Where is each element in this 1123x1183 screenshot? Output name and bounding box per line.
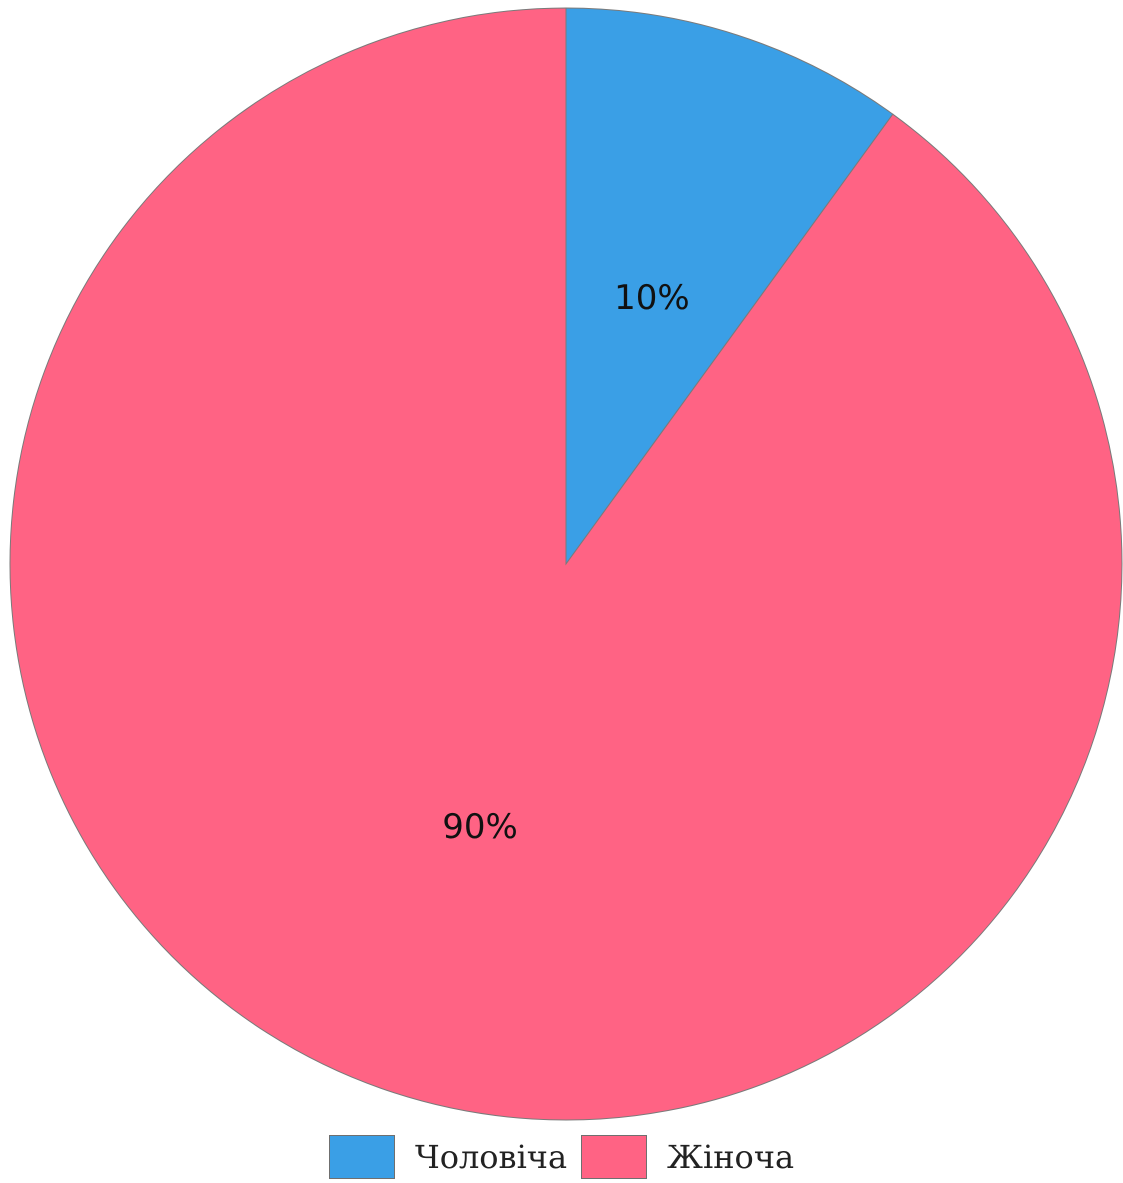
data-label-female: 90% [442, 807, 518, 847]
pie-slice-male[interactable] [565, 7, 894, 566]
legend: Чоловіча Жіноча [0, 1132, 1123, 1182]
pie-slices [9, 7, 1123, 1121]
legend-swatch-male [328, 1135, 395, 1179]
data-label-male: 10% [614, 278, 690, 318]
legend-label-female: Жіноча [667, 1138, 795, 1176]
legend-item-female[interactable]: Жіноча [581, 1135, 794, 1179]
legend-swatch-female [581, 1135, 648, 1179]
pie-chart-svg: 10% 90% [9, 7, 1123, 1121]
pie-data-labels: 10% 90% [442, 278, 689, 847]
legend-item-male[interactable]: Чоловіча [328, 1135, 568, 1179]
legend-label-male: Чоловіча [414, 1138, 568, 1176]
pie-slice-female[interactable] [9, 7, 1123, 1121]
